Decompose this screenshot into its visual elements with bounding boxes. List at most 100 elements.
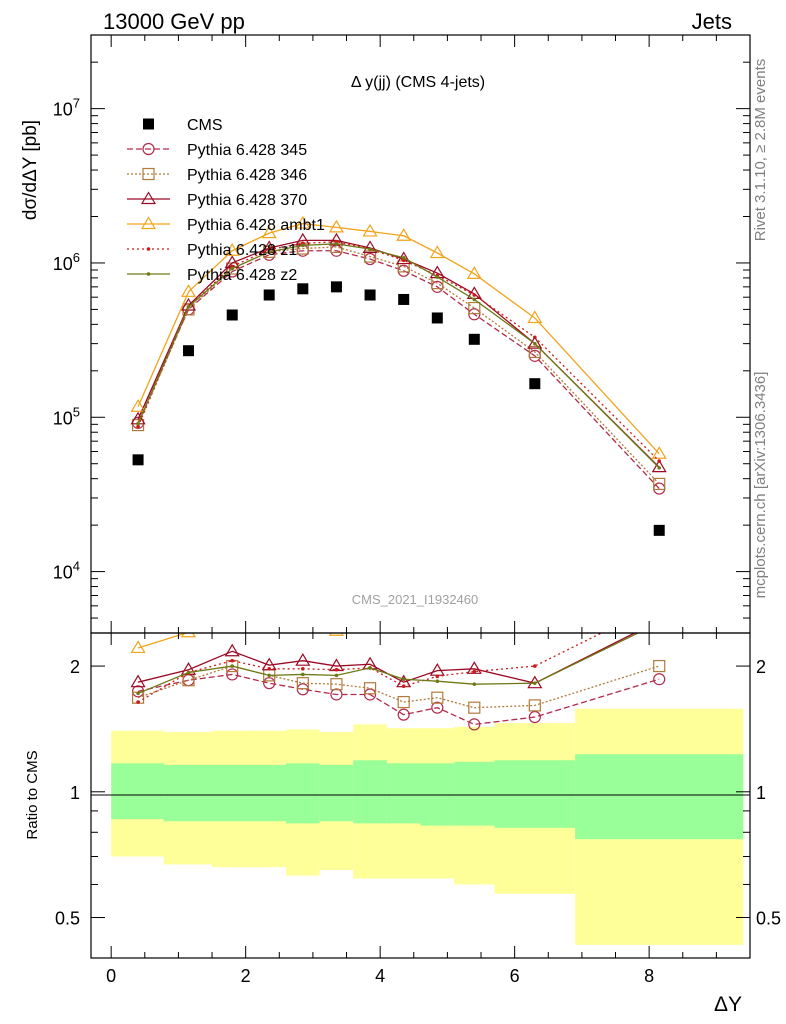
series-0-point (468, 308, 481, 321)
legend-label: Pythia 6.428 346 (187, 167, 307, 184)
ratio-tick-label-right: 2 (756, 657, 766, 677)
series-4-ratio-point (230, 658, 235, 663)
ratio-tick-label: 0.5 (55, 909, 80, 929)
series-5-point (301, 243, 305, 248)
legend-label: Pythia 6.428 345 (187, 142, 307, 159)
series-0-ratio-line (137, 673, 660, 726)
series-3-point (180, 284, 197, 297)
ratio-plot-frame (90, 632, 751, 959)
series-3-point (328, 219, 344, 233)
series-1-point (528, 345, 541, 359)
series-5-point (230, 266, 235, 271)
series-3-point (261, 225, 277, 239)
stat-band (353, 760, 387, 824)
series-5-point (334, 242, 339, 246)
series-3-point (224, 243, 240, 256)
series-5-line (137, 243, 660, 469)
main-curves (130, 215, 667, 495)
stat-band (251, 764, 287, 822)
ratio-y-axis-label: Ratio to CMS (24, 750, 41, 839)
series-0-line (137, 250, 660, 490)
cms-point (468, 333, 480, 345)
series-4-ratio-point (533, 664, 537, 668)
series-2-point (651, 459, 667, 473)
series-3-line (137, 222, 660, 455)
y-tick-label: 104 (53, 559, 80, 583)
series-3-ratio-point (653, 578, 666, 589)
series-1-point (363, 250, 377, 263)
stat-band (454, 761, 495, 826)
plot-title: Δ y(jj) (CMS 4-jets) (351, 74, 485, 91)
series-3-point (295, 215, 311, 229)
series-3-ratio-point (180, 633, 197, 638)
series-2-ratio-point (295, 653, 311, 666)
cms-point (653, 524, 665, 536)
ratio-tick-label-right: 0.5 (756, 909, 781, 929)
series-5-point (435, 275, 440, 279)
stat-band (111, 763, 164, 820)
y-tick-label: 106 (53, 250, 80, 274)
x-tick-label: 2 (241, 966, 251, 986)
series-1-point (131, 418, 145, 432)
series-5-point (533, 341, 537, 346)
series-1-ratio-point (468, 701, 481, 714)
series-3-point (130, 399, 146, 412)
series-4-point (136, 424, 140, 429)
series-3-point (396, 228, 412, 241)
series-4-ratio-point (401, 684, 406, 688)
legend-label: CMS (187, 117, 223, 134)
ratio-curves (130, 578, 666, 731)
ratio-tick-label-right: 1 (756, 783, 766, 803)
stat-band (575, 754, 744, 840)
series-5-point (472, 297, 477, 302)
legend-label: Pythia 6.428 370 (187, 192, 307, 209)
series-3-point (466, 266, 482, 279)
series-2-point (362, 240, 378, 254)
series-5-point (368, 247, 372, 251)
series-4-ratio-point (334, 667, 339, 672)
series-3-point (429, 245, 445, 259)
cms-point (398, 293, 410, 305)
x-tick-label: 0 (106, 966, 116, 986)
series-3-ratio-point (328, 633, 344, 636)
series-4-ratio-point (136, 700, 140, 704)
series-3-ratio-point (130, 640, 146, 654)
series-5-ratio-point (267, 673, 271, 678)
series-1-ratio-point (528, 699, 541, 712)
legend-label: Pythia 6.428 z1 (187, 242, 297, 259)
series-3-point (651, 446, 667, 459)
series-5-ratio-point (301, 672, 305, 677)
cms-data-points (132, 281, 665, 536)
x-tick-label: 4 (375, 966, 385, 986)
series-5-ratio-point (186, 670, 191, 675)
series-5-ratio-point (533, 681, 537, 685)
series-2-ratio-point (653, 614, 666, 625)
cms-point (226, 309, 238, 321)
series-4-point (657, 459, 662, 463)
legend-marker (142, 167, 155, 181)
cms-point (132, 454, 144, 466)
series-5-ratio-point (230, 664, 235, 668)
series-4-ratio-point (435, 674, 440, 679)
legend: CMS Pythia 6.428 345 Pythia 6.428 346 Pythi… (127, 117, 325, 284)
series-5-point (657, 466, 662, 470)
series-5-point (136, 421, 140, 426)
stat-band (212, 764, 252, 822)
series-3-point (362, 223, 378, 237)
legend-marker (143, 118, 154, 130)
series-3-ratio-point (296, 609, 309, 620)
rivet-label: Rivet 3.1.10, ≥ 2.8M events (752, 59, 769, 242)
x-tick-label: 8 (644, 966, 654, 986)
series-1-ratio-point (397, 695, 410, 709)
stat-band (494, 760, 576, 828)
series-2-point (527, 335, 543, 349)
series-0-ratio-point (431, 701, 444, 714)
series-2-point (396, 251, 412, 265)
y-tick-label: 107 (53, 96, 80, 120)
cms-point (297, 283, 309, 295)
series-1-ratio-point (296, 677, 309, 690)
axis-ticks: 0 2 4 6 8 104 105 106 107 0.5 0.5 1 1 2 2 (53, 34, 781, 986)
series-1-ratio-point (653, 659, 666, 673)
series-1-ratio-point (330, 678, 343, 691)
series-2-ratio-point (130, 674, 146, 688)
